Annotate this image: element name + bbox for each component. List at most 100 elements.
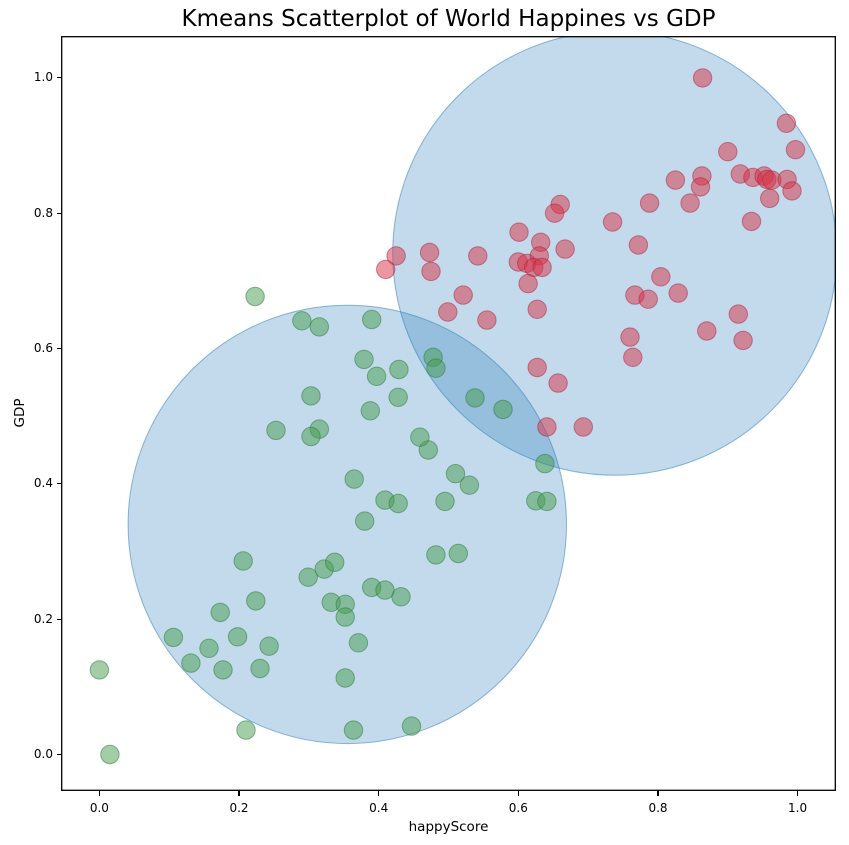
axes-spines — [61, 36, 836, 791]
scatter-point-red-cluster — [537, 417, 557, 437]
scatter-point-red-cluster — [438, 302, 458, 322]
x-tick-label: 1.0 — [788, 801, 808, 815]
scatter-point-red-cluster — [602, 212, 623, 232]
scatter-point-green-cluster — [388, 387, 408, 407]
scatter-point-red-cluster — [623, 347, 643, 367]
plot-area — [61, 36, 836, 791]
scatter-point-red-cluster — [690, 177, 711, 197]
scatter-point-green-cluster — [354, 349, 374, 370]
y-tick-label: 1.0 — [33, 70, 53, 85]
scatter-point-green-cluster — [537, 491, 557, 512]
scatter-point-red-cluster — [680, 193, 700, 213]
scatter-point-green-cluster — [343, 720, 364, 740]
y-tick-label: 0.8 — [33, 205, 53, 220]
scatter-point-green-cluster — [227, 627, 248, 647]
scatter-point-green-cluster — [163, 627, 184, 648]
scatter-point-red-cluster — [419, 242, 440, 263]
scatter-point-green-cluster — [250, 658, 270, 679]
scatter-point-red-cluster — [548, 373, 568, 393]
y-tick-mark — [56, 618, 61, 620]
y-tick-label: 0.6 — [33, 341, 53, 356]
y-axis-label: GDP — [12, 398, 28, 428]
scatter-point-green-cluster — [335, 607, 355, 627]
scatter-point-green-cluster — [246, 591, 266, 611]
scatter-point-green-cluster — [325, 552, 345, 572]
x-tick-label: 0.0 — [89, 801, 109, 815]
scatter-point-green-cluster — [292, 311, 312, 331]
scatter-point-red-cluster — [628, 235, 649, 255]
scatter-point-green-cluster — [236, 720, 256, 740]
scatter-point-red-cluster — [638, 289, 658, 309]
scatter-point-red-cluster — [573, 417, 593, 437]
scatter-point-red-cluster — [718, 142, 738, 162]
scatter-point-green-cluster — [89, 660, 110, 680]
x-axis-label: happyScore — [408, 819, 489, 835]
scatter-point-red-cluster — [782, 181, 802, 201]
y-tick-label: 0.2 — [33, 611, 53, 626]
scatter-point-green-cluster — [410, 427, 430, 447]
scatter-point-green-cluster — [362, 309, 382, 330]
scatter-point-red-cluster — [697, 321, 717, 341]
scatter-point-green-cluster — [435, 491, 455, 512]
x-tick-mark — [98, 791, 100, 796]
scatter-canvas — [61, 36, 836, 791]
scatter-point-red-cluster — [741, 211, 762, 232]
scatter-point-red-cluster — [544, 203, 565, 223]
scatter-point-green-cluster — [210, 602, 230, 623]
scatter-point-green-cluster — [360, 401, 380, 421]
scatter-point-green-cluster — [309, 317, 329, 337]
scatter-point-green-cluster — [199, 638, 219, 658]
scatter-point-green-cluster — [181, 653, 201, 673]
y-tick-label: 0.4 — [33, 476, 53, 491]
scatter-point-green-cluster — [401, 716, 422, 736]
scatter-point-green-cluster — [535, 453, 555, 474]
scatter-point-red-cluster — [733, 330, 753, 351]
scatter-point-red-cluster — [527, 357, 547, 378]
scatter-point-red-cluster — [477, 310, 497, 330]
scatter-point-red-cluster — [421, 261, 441, 282]
scatter-point-green-cluster — [348, 633, 369, 653]
scatter-point-red-cluster — [376, 259, 396, 280]
chart-title: Kmeans Scatterplot of World Happines vs … — [181, 6, 716, 32]
x-tick-mark — [797, 791, 799, 796]
x-tick-mark — [517, 791, 519, 796]
x-tick-mark — [378, 791, 380, 796]
scatter-point-green-cluster — [301, 426, 321, 447]
scatter-point-green-cluster — [388, 493, 408, 514]
scatter-point-green-cluster — [366, 366, 387, 386]
scatter-point-red-cluster — [728, 304, 748, 324]
scatter-point-green-cluster — [389, 359, 409, 380]
scatter-point-red-cluster — [776, 113, 797, 134]
scatter-point-red-cluster — [620, 327, 640, 347]
scatter-point-green-cluster — [344, 469, 364, 489]
scatter-point-red-cluster — [785, 140, 806, 160]
y-tick-mark — [56, 483, 61, 485]
scatter-point-green-cluster — [301, 386, 321, 406]
scatter-point-green-cluster — [259, 636, 279, 656]
scatter-point-green-cluster — [465, 388, 485, 408]
x-tick-label: 0.2 — [229, 801, 249, 815]
x-tick-label: 0.6 — [508, 801, 528, 815]
scatter-point-green-cluster — [426, 545, 446, 565]
scatter-point-green-cluster — [298, 567, 318, 587]
scatter-point-red-cluster — [386, 246, 406, 266]
x-tick-label: 0.8 — [648, 801, 668, 815]
y-tick-mark — [56, 212, 61, 214]
scatter-point-green-cluster — [391, 587, 411, 607]
scatter-point-green-cluster — [335, 668, 355, 688]
scatter-point-green-cluster — [266, 420, 286, 441]
scatter-point-red-cluster — [509, 222, 529, 242]
scatter-point-red-cluster — [692, 68, 713, 88]
x-tick-mark — [238, 791, 240, 796]
scatter-point-green-cluster — [245, 286, 265, 307]
y-tick-label: 0.0 — [33, 747, 53, 761]
scatter-point-red-cluster — [555, 239, 575, 259]
scatter-point-green-cluster — [445, 464, 466, 484]
scatter-point-red-cluster — [668, 283, 688, 303]
scatter-point-green-cluster — [426, 358, 446, 378]
scatter-point-red-cluster — [760, 188, 780, 209]
x-tick-label: 0.4 — [369, 801, 389, 815]
scatter-point-green-cluster — [355, 511, 375, 531]
scatter-point-red-cluster — [651, 267, 671, 287]
